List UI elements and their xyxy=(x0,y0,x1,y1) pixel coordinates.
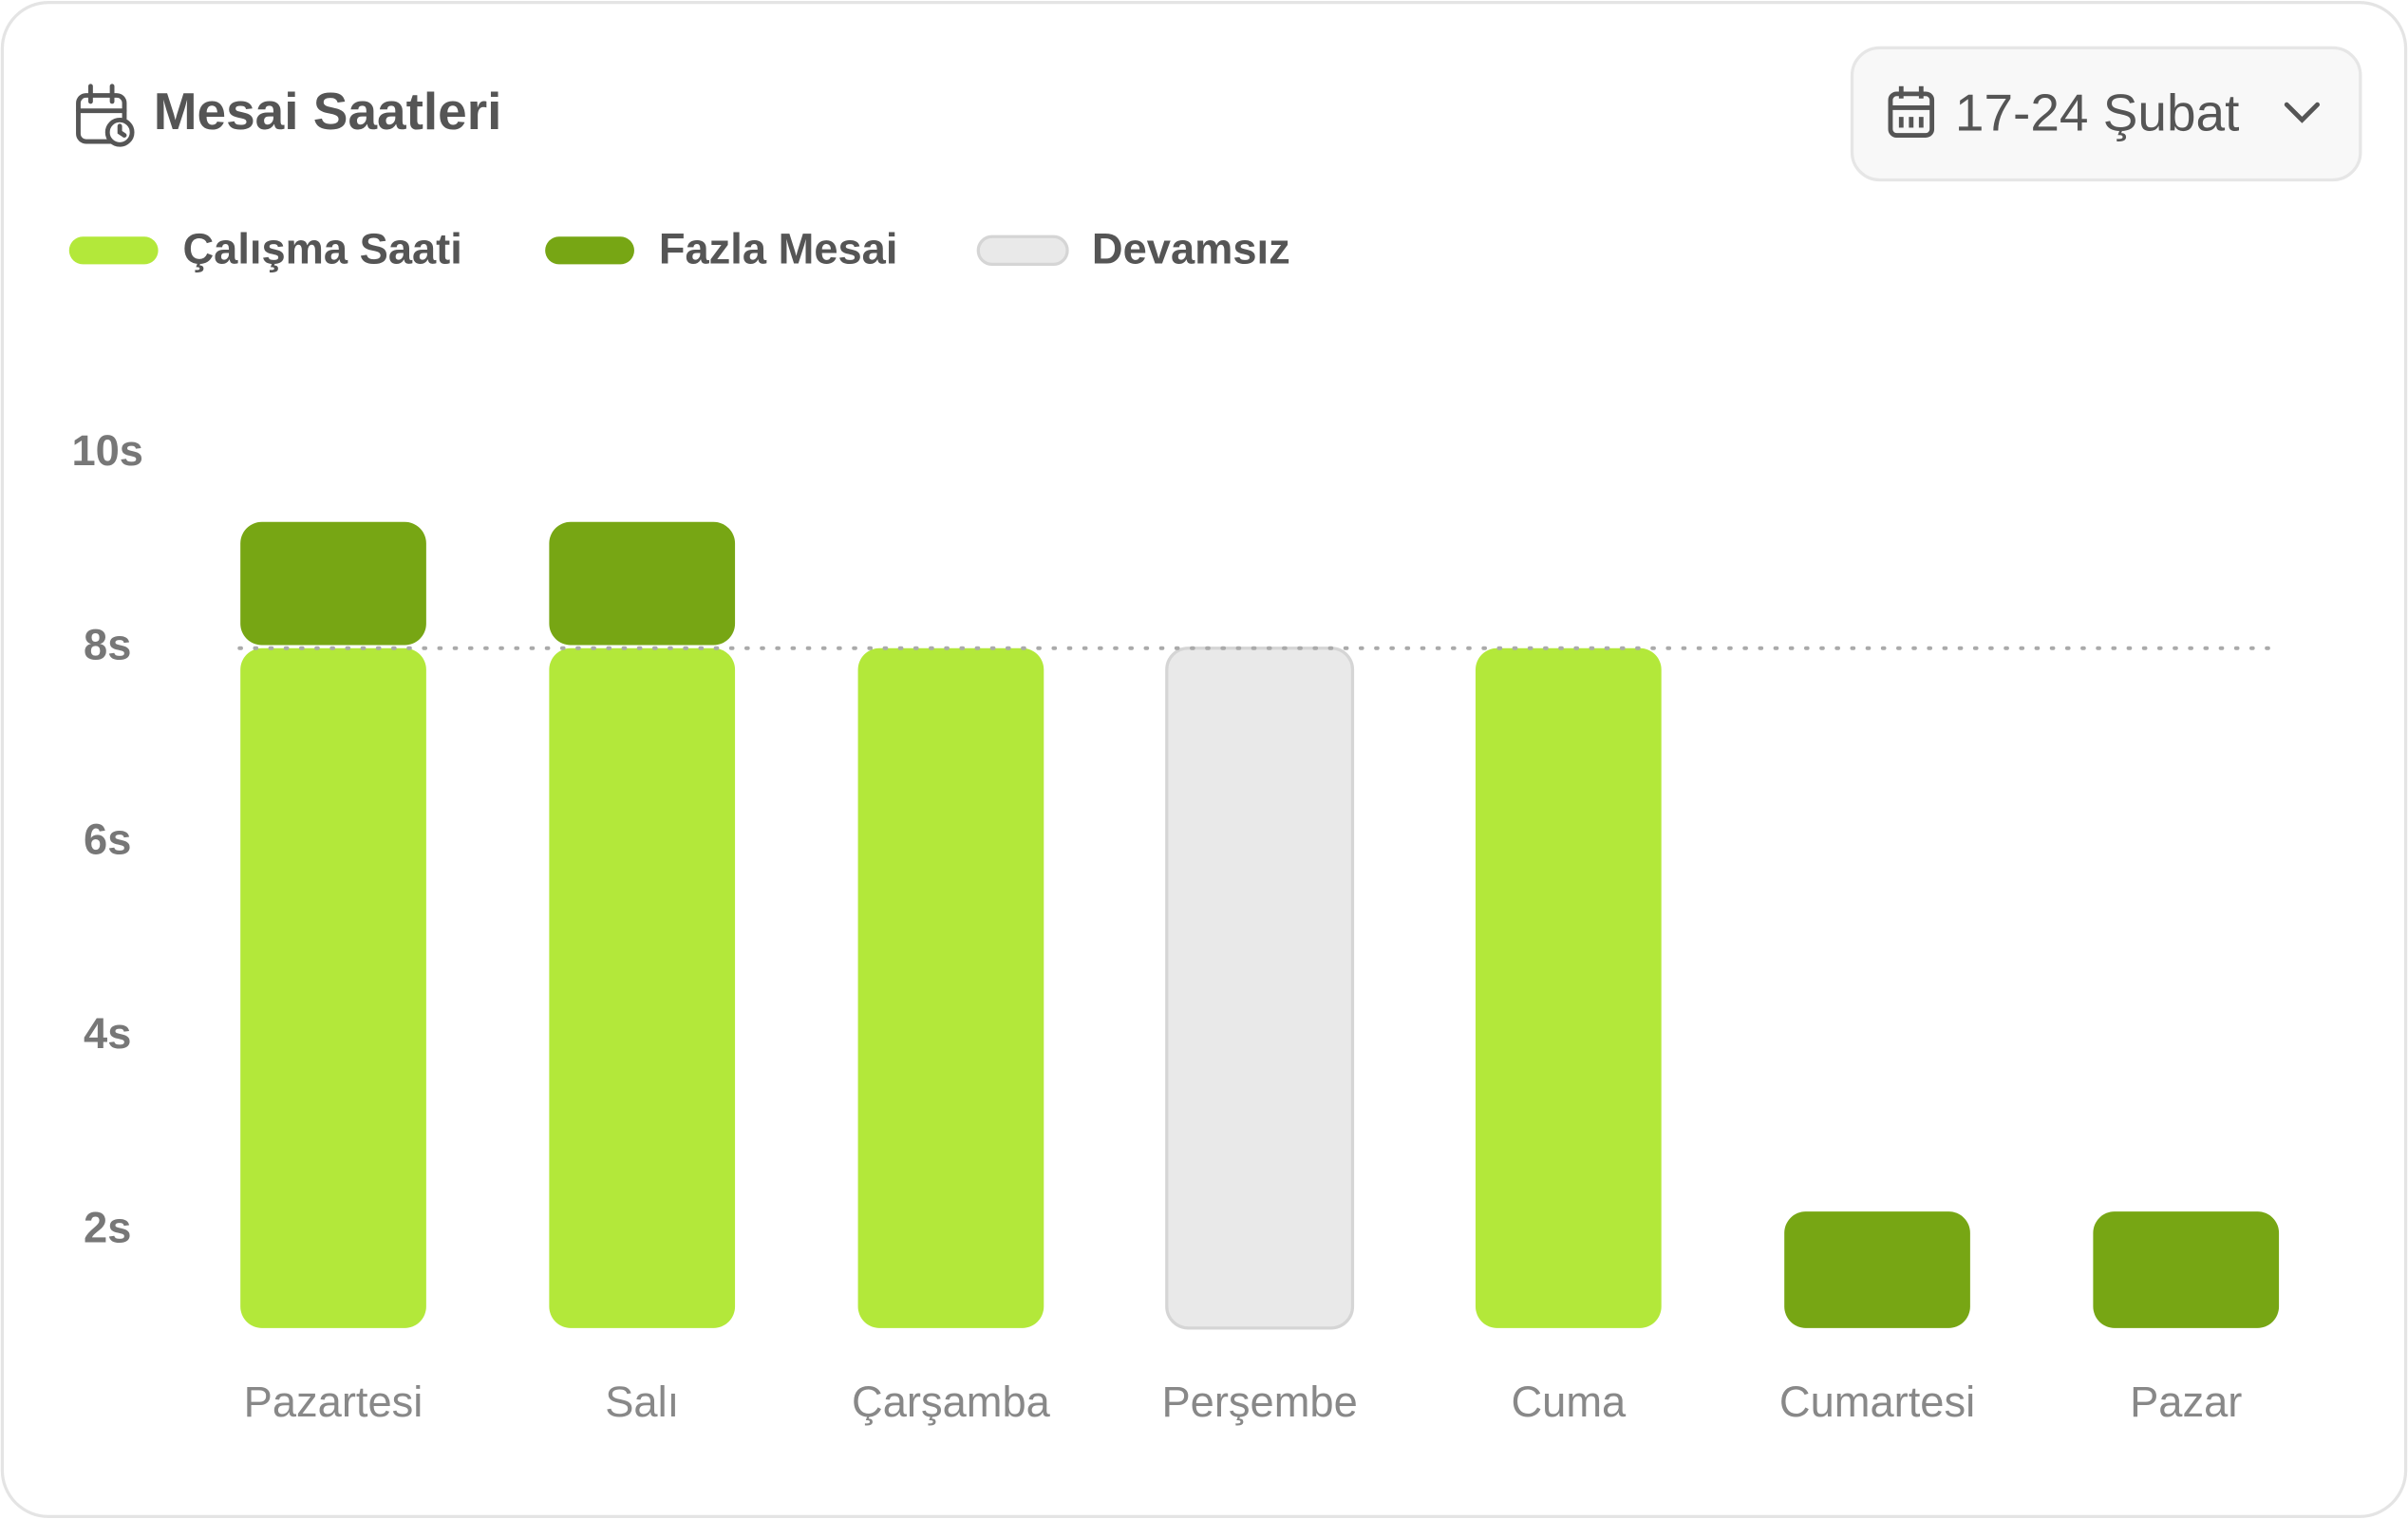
date-picker[interactable]: 17-24 Şubat xyxy=(1850,46,2362,182)
legend-label: Devamsız xyxy=(1092,224,1290,272)
y-tick-label: 4s xyxy=(84,1009,131,1058)
y-tick-label: 8s xyxy=(84,621,131,669)
date-range[interactable]: 17-24 Şubat xyxy=(1955,84,2240,142)
date-picker-box[interactable] xyxy=(1850,46,2362,182)
bar-segment xyxy=(1784,1211,1970,1328)
chevron xyxy=(2284,102,2321,123)
y-tick-label: 2s xyxy=(84,1203,131,1251)
legend-swatch xyxy=(976,234,1069,267)
legend-label: Fazla Mesai xyxy=(659,224,898,272)
bar-segment xyxy=(857,647,1044,1328)
x-tick-label: Pazartesi xyxy=(244,1378,423,1426)
x-tick-label: Çarşamba xyxy=(852,1378,1051,1426)
chart-title: Mesai Saatleri xyxy=(154,82,502,141)
bar-segment xyxy=(240,647,426,1328)
x-tick-label: Cumartesi xyxy=(1779,1378,1975,1426)
legend-swatch xyxy=(545,236,634,265)
bar-segment xyxy=(1475,647,1662,1328)
x-tick-label: Pazar xyxy=(2130,1378,2242,1426)
bar-segment xyxy=(1165,647,1355,1330)
x-tick-label: Perşembe xyxy=(1161,1378,1357,1426)
legend-label: Çalışma Saati xyxy=(182,224,461,272)
y-tick-label: 6s xyxy=(84,815,131,863)
calendar-icon xyxy=(76,84,135,147)
date-icon xyxy=(1888,85,1935,138)
x-tick-label: Cuma xyxy=(1511,1378,1627,1426)
legend-swatch xyxy=(68,236,159,265)
y-tick-label: 10s xyxy=(71,426,143,475)
bar-segment xyxy=(549,521,736,646)
x-tick-label: Salı xyxy=(605,1378,679,1426)
bar-segment xyxy=(549,647,736,1328)
bar-segment xyxy=(240,521,426,646)
bar-segment xyxy=(2093,1211,2280,1328)
